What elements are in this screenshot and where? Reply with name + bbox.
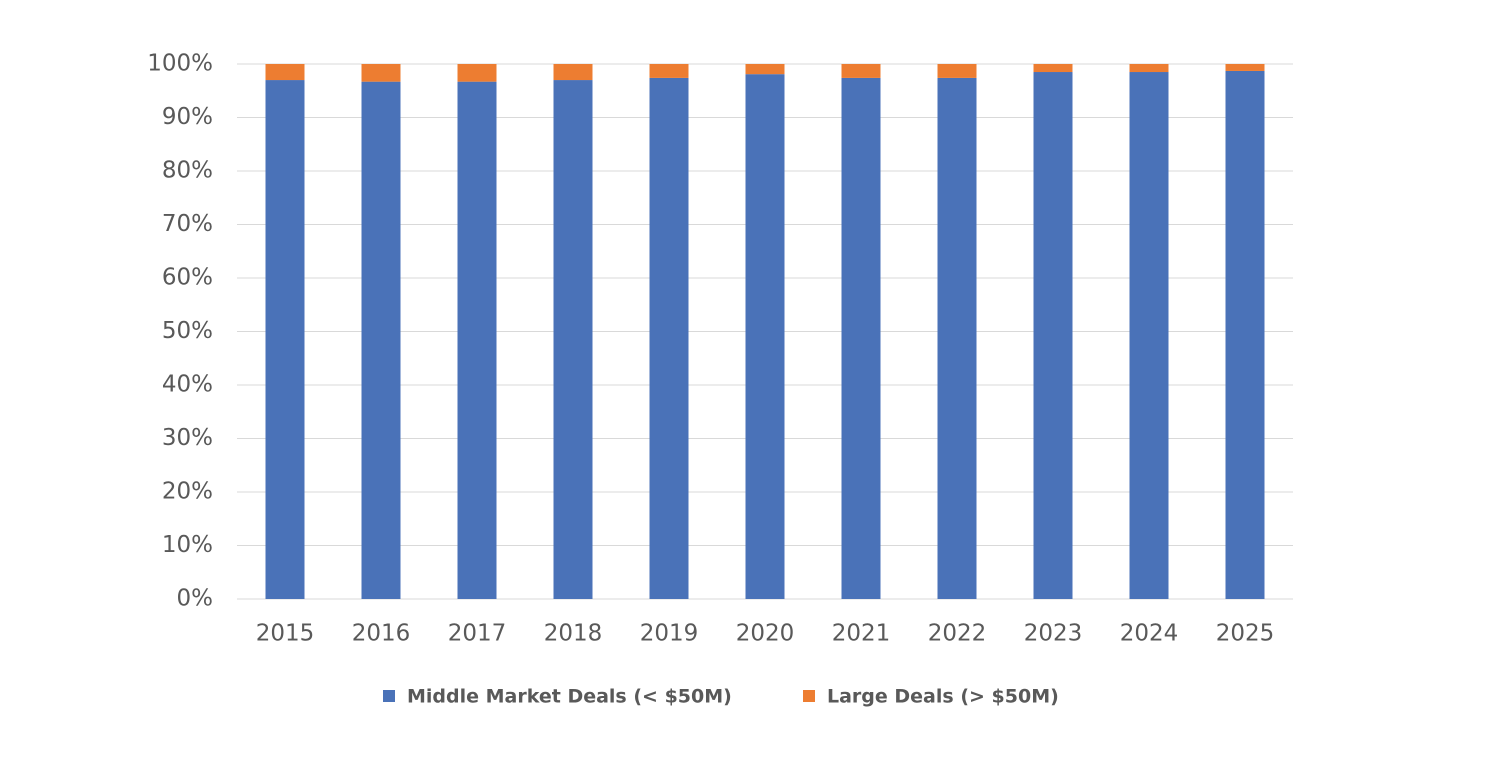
bar-segment <box>1129 64 1169 73</box>
bar-segment <box>745 74 785 600</box>
y-tick-label: 40% <box>162 372 213 398</box>
y-tick-label: 60% <box>162 265 213 291</box>
legend-label: Middle Market Deals (< $50M) <box>407 686 732 708</box>
y-tick-label: 10% <box>162 532 213 558</box>
x-tick-label: 2015 <box>256 621 315 647</box>
bar-segment <box>1225 70 1265 599</box>
legend-label: Large Deals (> $50M) <box>827 686 1059 708</box>
y-tick-label: 100% <box>147 51 213 77</box>
bar-segment <box>1033 64 1073 73</box>
x-tick-label: 2017 <box>448 621 507 647</box>
x-tick-label: 2024 <box>1120 621 1179 647</box>
bar-segment <box>841 64 881 78</box>
bar-segment <box>265 64 305 81</box>
x-tick-label: 2016 <box>352 621 411 647</box>
x-tick-label: 2020 <box>736 621 795 647</box>
legend-swatch <box>383 690 395 702</box>
bar-segment <box>1225 64 1265 71</box>
x-tick-label: 2021 <box>832 621 891 647</box>
x-tick-label: 2019 <box>640 621 699 647</box>
bar-segment <box>649 77 689 599</box>
bar-segment <box>553 64 593 81</box>
y-tick-label: 50% <box>162 318 213 344</box>
bar-segment <box>553 80 593 600</box>
y-tick-label: 90% <box>162 104 213 130</box>
legend-swatch <box>803 690 815 702</box>
y-tick-label: 0% <box>177 586 214 612</box>
bar-segment <box>745 64 785 75</box>
bar-segment <box>1033 72 1073 599</box>
y-tick-label: 80% <box>162 158 213 184</box>
x-tick-label: 2022 <box>928 621 987 647</box>
bar-segment <box>1129 72 1169 599</box>
x-tick-label: 2023 <box>1024 621 1083 647</box>
bar-segment <box>649 64 689 78</box>
y-tick-label: 30% <box>162 425 213 451</box>
bar-segment <box>457 64 497 82</box>
bar-segment <box>937 64 977 78</box>
y-tick-label: 70% <box>162 211 213 237</box>
x-tick-label: 2018 <box>544 621 603 647</box>
bar-segment <box>457 81 497 599</box>
bar-segment <box>841 77 881 599</box>
x-tick-label: 2025 <box>1216 621 1275 647</box>
bar-segment <box>361 64 401 82</box>
bar-segment <box>361 81 401 599</box>
bar-segment <box>937 77 977 599</box>
y-tick-label: 20% <box>162 479 213 505</box>
bar-segment <box>265 80 305 600</box>
